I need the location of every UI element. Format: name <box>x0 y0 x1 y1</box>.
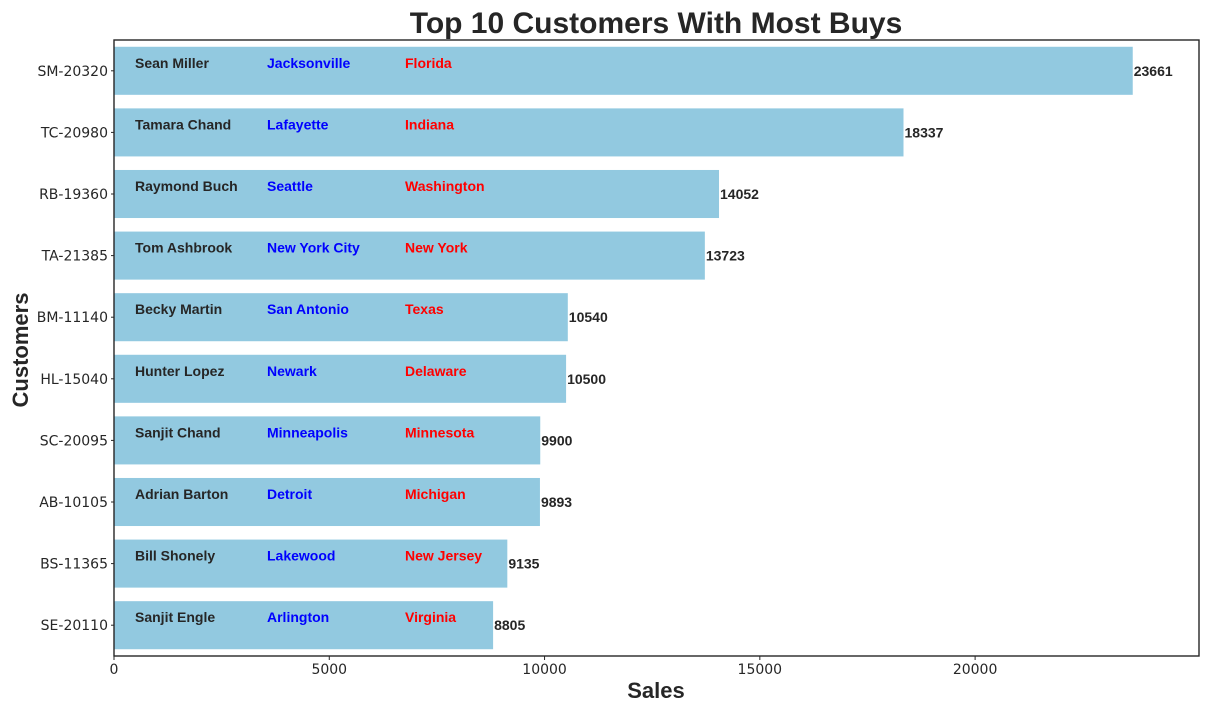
y-tick-label: SM-20320 <box>37 64 108 80</box>
bar-se-20110 <box>114 601 494 650</box>
customer-name-label: Adrian Barton <box>135 486 228 502</box>
bar-tc-20980 <box>114 108 904 157</box>
state-label: New Jersey <box>405 548 482 564</box>
customer-name-label: Tom Ashbrook <box>135 240 232 256</box>
city-label: Minneapolis <box>267 424 348 440</box>
customer-name-label: Becky Martin <box>135 301 222 317</box>
city-label: Lakewood <box>267 548 335 564</box>
state-label: Minnesota <box>405 424 474 440</box>
state-label: Indiana <box>405 116 454 132</box>
chart-title: Top 10 Customers With Most Buys <box>410 7 903 40</box>
y-tick-label: BM-11140 <box>37 310 108 326</box>
state-label: New York <box>405 240 468 256</box>
city-label: Jacksonville <box>267 55 350 71</box>
customer-name-label: Sanjit Engle <box>135 609 215 625</box>
bars-layer <box>114 46 1133 650</box>
value-label: 9135 <box>508 556 539 572</box>
labels-layer: Sean Miller Jacksonville Florida 23661 Tamar… <box>135 55 1173 633</box>
state-label: Virginia <box>405 609 456 625</box>
city-label: Arlington <box>267 609 329 625</box>
x-tick-label: 10000 <box>522 662 567 678</box>
bar-ta-21385 <box>114 231 705 280</box>
value-label: 9900 <box>541 432 572 448</box>
state-label: Delaware <box>405 363 467 379</box>
bar-hl-15040 <box>114 354 567 403</box>
x-axis-label: Sales <box>627 678 685 703</box>
customer-name-label: Hunter Lopez <box>135 363 224 379</box>
customer-name-label: Tamara Chand <box>135 116 231 132</box>
ticks-layer: SM-20320 TC-20980 RB-19360 TA-21385 BM-11140… <box>37 64 998 678</box>
value-label: 23661 <box>1134 63 1173 79</box>
state-label: Florida <box>405 55 452 71</box>
value-label: 18337 <box>905 124 944 140</box>
bar-bs-11365 <box>114 539 508 588</box>
value-label: 9893 <box>541 494 572 510</box>
y-tick-label: AB-10105 <box>39 495 108 511</box>
city-label: Newark <box>267 363 317 379</box>
y-tick-label: HL-15040 <box>40 372 108 388</box>
city-label: Lafayette <box>267 116 329 132</box>
city-label: Detroit <box>267 486 312 502</box>
y-tick-label: RB-19360 <box>39 187 108 203</box>
city-label: New York City <box>267 240 360 256</box>
city-label: San Antonio <box>267 301 349 317</box>
x-tick-label: 20000 <box>953 662 998 678</box>
bar-sm-20320 <box>114 46 1133 95</box>
bar-sc-20095 <box>114 416 541 465</box>
customer-name-label: Sanjit Chand <box>135 424 221 440</box>
value-label: 8805 <box>494 617 525 633</box>
state-label: Michigan <box>405 486 466 502</box>
x-tick-label: 15000 <box>738 662 783 678</box>
x-tick-label: 0 <box>110 662 119 678</box>
y-tick-label: TC-20980 <box>40 125 108 141</box>
value-label: 10500 <box>567 371 606 387</box>
customer-name-label: Sean Miller <box>135 55 209 71</box>
y-tick-label: SC-20095 <box>40 433 108 449</box>
x-tick-label: 5000 <box>311 662 347 678</box>
value-label: 14052 <box>720 186 759 202</box>
city-label: Seattle <box>267 178 313 194</box>
customer-name-label: Bill Shonely <box>135 548 215 564</box>
state-label: Washington <box>405 178 485 194</box>
plot-frame <box>113 39 1200 657</box>
y-tick-label: SE-20110 <box>41 618 108 634</box>
bar-rb-19360 <box>114 169 720 219</box>
value-label: 13723 <box>706 248 745 264</box>
y-axis-label: Customers <box>8 293 33 408</box>
value-label: 10540 <box>569 309 608 325</box>
y-tick-label: TA-21385 <box>41 249 108 265</box>
state-label: Texas <box>405 301 444 317</box>
bar-bm-11140 <box>114 293 568 342</box>
customer-name-label: Raymond Buch <box>135 178 238 194</box>
bar-ab-10105 <box>114 477 540 527</box>
y-tick-label: BS-11365 <box>40 557 108 573</box>
